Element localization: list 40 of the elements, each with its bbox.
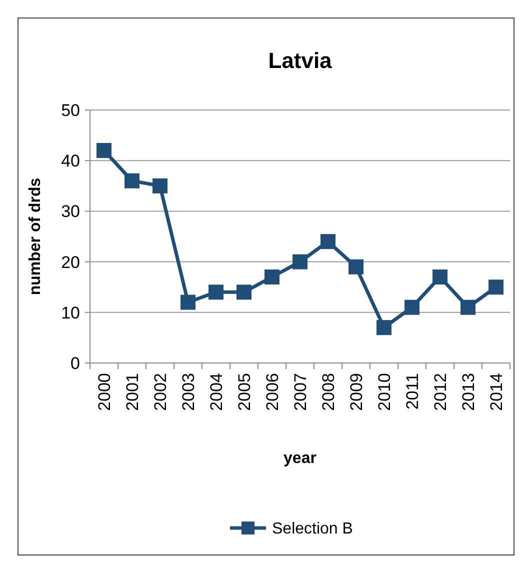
x-tick-label: 2014	[486, 373, 506, 411]
x-tick-label: 2003	[178, 373, 198, 411]
y-tick-label: 30	[61, 202, 80, 222]
x-axis-title: year	[284, 450, 316, 467]
x-tick-label: 2006	[262, 373, 282, 411]
y-tick-label: 0	[70, 354, 80, 373]
x-tick-label: 2011	[402, 373, 422, 410]
x-tick-label: 2001	[122, 373, 142, 411]
point	[236, 284, 252, 300]
y-tick-label: 10	[61, 303, 80, 322]
y-tick-label: 40	[61, 152, 80, 171]
legend-label: Selection B	[272, 520, 353, 538]
x-tick-label: 2000	[94, 373, 114, 411]
y-tick-label: 20	[61, 252, 80, 272]
point	[404, 300, 420, 315]
point	[152, 178, 168, 194]
point	[376, 320, 392, 336]
x-tick-label: 2009	[346, 373, 366, 411]
point	[348, 259, 364, 274]
x-tick-label: 2004	[206, 373, 226, 411]
point	[96, 142, 112, 158]
point	[292, 254, 308, 270]
point	[180, 294, 196, 310]
x-tick-label: 2002	[150, 373, 170, 411]
point	[432, 269, 448, 284]
point	[488, 280, 504, 295]
point	[264, 269, 280, 284]
point	[124, 173, 140, 188]
chart-title: Latvia	[268, 48, 333, 73]
x-tick-label: 2008	[318, 373, 338, 411]
x-tick-label: 2012	[430, 373, 450, 411]
x-tick-label: 2007	[290, 373, 310, 411]
point	[320, 234, 336, 250]
point	[208, 284, 224, 300]
x-tick-label: 2013	[458, 373, 478, 411]
point	[460, 300, 476, 315]
x-tick-label: 2005	[234, 373, 254, 411]
y-axis-title: number of drds	[27, 178, 44, 296]
y-tick-label: 50	[61, 100, 80, 120]
x-tick-label: 2010	[374, 373, 394, 411]
